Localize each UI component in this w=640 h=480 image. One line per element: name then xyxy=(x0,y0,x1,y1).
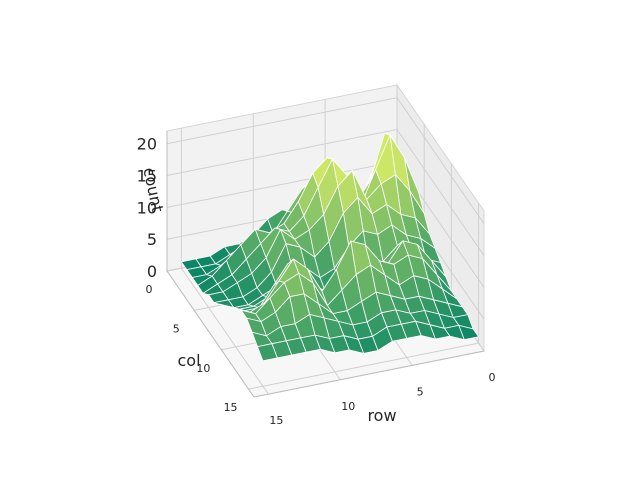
y-tick-label: 0 xyxy=(146,283,153,296)
axis-ticks: 0 5 10 15 0 5 10 15 0 5 10 15 20 xyxy=(137,131,496,427)
x-axis-label: row xyxy=(367,406,396,425)
z-tick-label: 20 xyxy=(137,135,157,154)
z-tick-label: 15 xyxy=(137,167,157,186)
y-tick-label: 10 xyxy=(196,362,210,375)
x-tick-label: 15 xyxy=(269,414,283,427)
surface-cell xyxy=(257,343,278,362)
y-grid-line-floor xyxy=(248,342,479,390)
y-axis-line xyxy=(166,270,255,398)
x-grid-line-floor xyxy=(180,267,269,395)
z-grid-line xyxy=(166,128,485,256)
y-axis-label: col xyxy=(177,351,200,370)
y-tick-label: 15 xyxy=(224,401,238,414)
surface-mesh xyxy=(180,133,480,362)
x-tick-label: 5 xyxy=(417,385,424,398)
y-tick-label: 5 xyxy=(173,322,180,335)
x-tick-label: 0 xyxy=(489,371,496,384)
z-grid-line xyxy=(166,97,485,224)
z-tick-label: 0 xyxy=(147,262,157,281)
z-tick-label: 10 xyxy=(137,198,157,217)
x-tick-label: 10 xyxy=(341,400,355,413)
x-axis-line xyxy=(253,350,485,398)
z-tick-label: 5 xyxy=(147,230,157,249)
